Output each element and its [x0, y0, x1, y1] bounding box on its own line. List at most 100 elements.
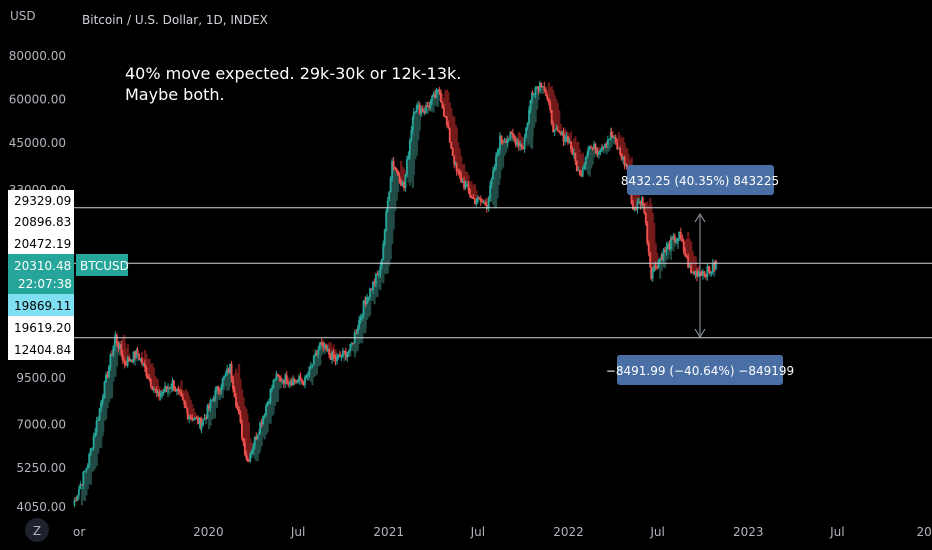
candle-body [299, 376, 302, 381]
candle-body [385, 210, 388, 230]
candle-body [568, 141, 571, 143]
candle-body [498, 149, 500, 153]
candle-body [486, 208, 489, 210]
candle-body [420, 108, 423, 114]
chart-title: Bitcoin / U.S. Dollar, 1D, INDEX [82, 13, 268, 27]
candle-body [250, 450, 253, 454]
cloud-segment [395, 170, 398, 201]
candle-body [189, 416, 192, 418]
cloud-segment [526, 122, 529, 147]
candle-body [570, 141, 572, 150]
time-axis[interactable]: or 2020 Jul 2021 Jul 2022 Jul 2023 Jul 202 [73, 525, 932, 539]
measure-up-label: 8432.25 (40.35%) 843225 [621, 174, 779, 188]
tag-symbol-bg [76, 254, 128, 276]
candle-body [212, 397, 215, 401]
tradingview-z-icon[interactable]: Z [25, 518, 49, 542]
tag-level-top: 29329.09 [14, 194, 71, 208]
candle-body [700, 273, 703, 277]
candle-body [355, 332, 358, 334]
candle-body [706, 266, 709, 277]
candle-body [210, 400, 213, 402]
cloud-segment [255, 439, 258, 461]
candle-body [694, 271, 697, 275]
horizontal-levels[interactable] [73, 207, 932, 339]
candle-body [473, 198, 476, 204]
cloud-segment [663, 251, 667, 269]
candle-body [691, 272, 694, 274]
measure-tool[interactable]: 8432.25 (40.35%) 843225 −8491.99 (−40.64… [606, 165, 794, 385]
candle-body [415, 105, 418, 112]
candle-body [278, 376, 281, 378]
measure-down-box[interactable] [617, 355, 783, 385]
candle-body [186, 412, 189, 419]
cloud-segment [653, 222, 656, 266]
y-tick-label: 80000.00 [9, 49, 66, 63]
candle-body [641, 197, 644, 204]
cloud-segment [224, 373, 227, 387]
candle-body [168, 387, 171, 389]
candle-body [138, 353, 140, 360]
cloud-segment [262, 416, 265, 437]
candle-body [593, 143, 595, 148]
candle-body [191, 417, 194, 421]
candle-body [233, 389, 236, 397]
candle-body [429, 100, 432, 108]
candle-body [123, 361, 126, 365]
cloud-segment [672, 235, 675, 252]
x-tick-label: or [73, 525, 85, 539]
candle-body [317, 350, 320, 355]
measure-up-box[interactable] [627, 165, 774, 195]
measure-down-label: −8491.99 (−40.64%) −849199 [606, 364, 794, 378]
annotation-line-2[interactable]: Maybe both. [125, 85, 225, 104]
candle-body [149, 379, 152, 387]
candle-body [653, 265, 656, 272]
annotation-line-1[interactable]: 40% move expected. 29k-30k or 12k-13k. [125, 64, 461, 83]
candle-body [336, 356, 338, 362]
cloud-segment [151, 363, 154, 390]
candle-body [580, 174, 583, 177]
cloud-segment [311, 364, 314, 386]
candle-body [275, 373, 278, 380]
candle-body [540, 82, 543, 88]
candle-body [664, 249, 666, 252]
candle-body [320, 342, 323, 344]
cloud-segment [654, 243, 657, 268]
cloud-segment [243, 405, 247, 455]
cloud-segment [553, 95, 556, 130]
cloud-segment [659, 258, 662, 279]
candle-body [95, 420, 98, 433]
cloud-segment [97, 419, 100, 454]
cloud-segment [461, 164, 464, 182]
cloud-segment [690, 241, 693, 273]
cloud-segment [397, 175, 400, 193]
cloud-segment [168, 388, 171, 395]
candle-body [285, 375, 288, 384]
candle-body [230, 363, 233, 380]
cloud-segment [275, 373, 278, 403]
candle-body [148, 378, 151, 380]
candle-body [469, 190, 471, 196]
candle-body [92, 436, 95, 448]
candle-body [192, 419, 195, 421]
candle-body [586, 154, 589, 158]
candle-body [242, 438, 245, 443]
candle-body [144, 363, 146, 368]
candle-body [451, 148, 454, 156]
cloud-segment [552, 90, 555, 133]
candle-body [616, 142, 619, 149]
candle-body [588, 146, 591, 149]
candle-body [114, 334, 117, 339]
cloud-segment [499, 135, 502, 180]
price-axis[interactable]: 80000.0060000.0045000.0033000.009500.007… [9, 49, 66, 514]
candle-body [513, 136, 516, 139]
candle-body [340, 356, 343, 358]
tag-level-top-bg [8, 190, 74, 210]
cloud-segment [191, 404, 194, 421]
candle-body [79, 484, 82, 490]
candle-body [555, 128, 558, 130]
candle-body [450, 142, 453, 149]
candle-body [259, 422, 262, 433]
cloud-segment [426, 106, 429, 114]
candle-body [668, 243, 671, 250]
